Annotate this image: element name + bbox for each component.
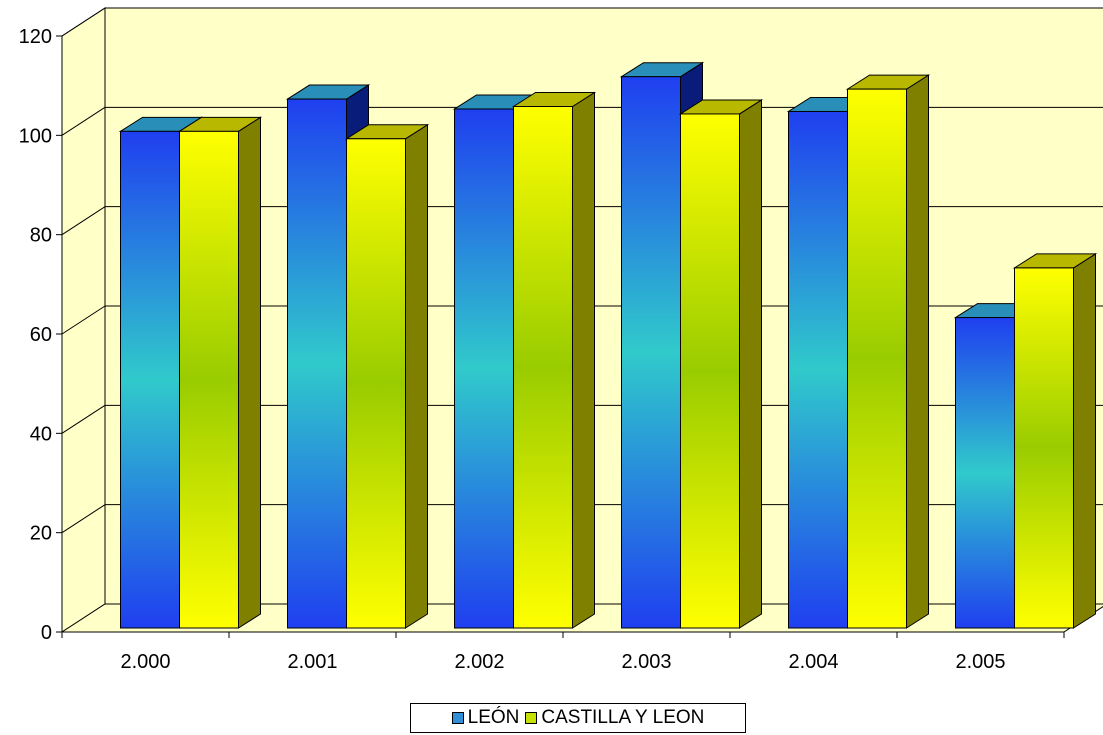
bar-castilla-2.000	[177, 116, 263, 629]
y-tick-label: 20	[30, 523, 52, 545]
bar-front	[788, 110, 848, 629]
y-tick-label: 40	[30, 423, 52, 445]
gridline-side	[61, 206, 106, 236]
bar-front	[454, 108, 514, 629]
bar-castilla-2.002	[511, 91, 597, 629]
gridline-side	[61, 404, 106, 434]
bar-front	[1014, 267, 1074, 629]
legend-label-leon: LEÓN	[467, 707, 520, 728]
gridline-side	[61, 504, 106, 534]
bar-front	[287, 98, 347, 629]
bar-front	[513, 106, 573, 629]
bar-front	[680, 113, 740, 629]
legend-entry-leon: LEÓN	[451, 707, 520, 729]
chart-plot: 0 20 40 60 80 100 120 2.000 2.001 2.002 2.003 2.004…	[19, 7, 1103, 673]
bar-front	[179, 130, 239, 629]
legend: LEÓN CASTILLA Y LEON	[410, 703, 746, 733]
bar-side	[238, 116, 261, 629]
gridline-side	[61, 106, 106, 136]
bar-front	[847, 88, 907, 629]
bar-castilla-2.001	[344, 123, 430, 629]
y-tick-label: 60	[30, 324, 52, 346]
y-tick-label: 80	[30, 225, 52, 247]
gridline-side	[61, 305, 106, 335]
legend-label-castilla: CASTILLA Y LEON	[541, 707, 705, 728]
bar-front	[120, 130, 180, 629]
y-tick-label: 0	[41, 622, 52, 644]
bar-castilla-2.003	[678, 99, 764, 629]
bar-front	[346, 138, 406, 629]
bar-front	[621, 76, 681, 629]
bar-side	[572, 91, 595, 629]
bar-side	[405, 123, 428, 629]
bar-castilla-2.004	[845, 74, 931, 629]
bar-side	[1073, 253, 1096, 629]
x-tick-label: 2.001	[287, 651, 337, 673]
legend-swatch-castilla	[525, 712, 538, 724]
y-tick-label: 100	[19, 125, 52, 147]
x-tick-label: 2.003	[621, 651, 671, 673]
gridline-side	[61, 7, 106, 37]
x-tick-label: 2.002	[454, 651, 504, 673]
x-tick-label: 2.004	[788, 651, 838, 673]
bar-side	[739, 99, 762, 629]
legend-swatch-leon	[451, 712, 464, 724]
x-tick-label: 2.005	[955, 651, 1005, 673]
legend-entry-castilla: CASTILLA Y LEON	[525, 707, 704, 729]
bar-side	[906, 74, 929, 629]
bar-castilla-2.005	[1012, 253, 1098, 629]
bar-front	[955, 317, 1015, 629]
x-tick-label: 2.000	[120, 651, 170, 673]
y-tick-label: 120	[19, 26, 52, 48]
